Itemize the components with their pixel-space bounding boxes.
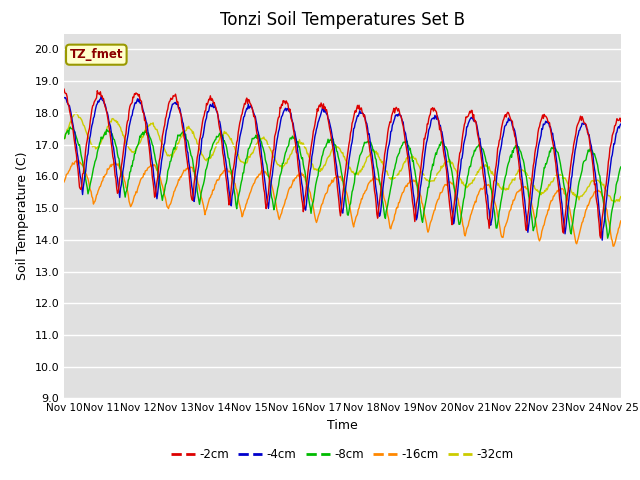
Y-axis label: Soil Temperature (C): Soil Temperature (C)	[16, 152, 29, 280]
Title: Tonzi Soil Temperatures Set B: Tonzi Soil Temperatures Set B	[220, 11, 465, 29]
X-axis label: Time: Time	[327, 419, 358, 432]
Legend: -2cm, -4cm, -8cm, -16cm, -32cm: -2cm, -4cm, -8cm, -16cm, -32cm	[166, 443, 518, 466]
Text: TZ_fmet: TZ_fmet	[70, 48, 123, 61]
